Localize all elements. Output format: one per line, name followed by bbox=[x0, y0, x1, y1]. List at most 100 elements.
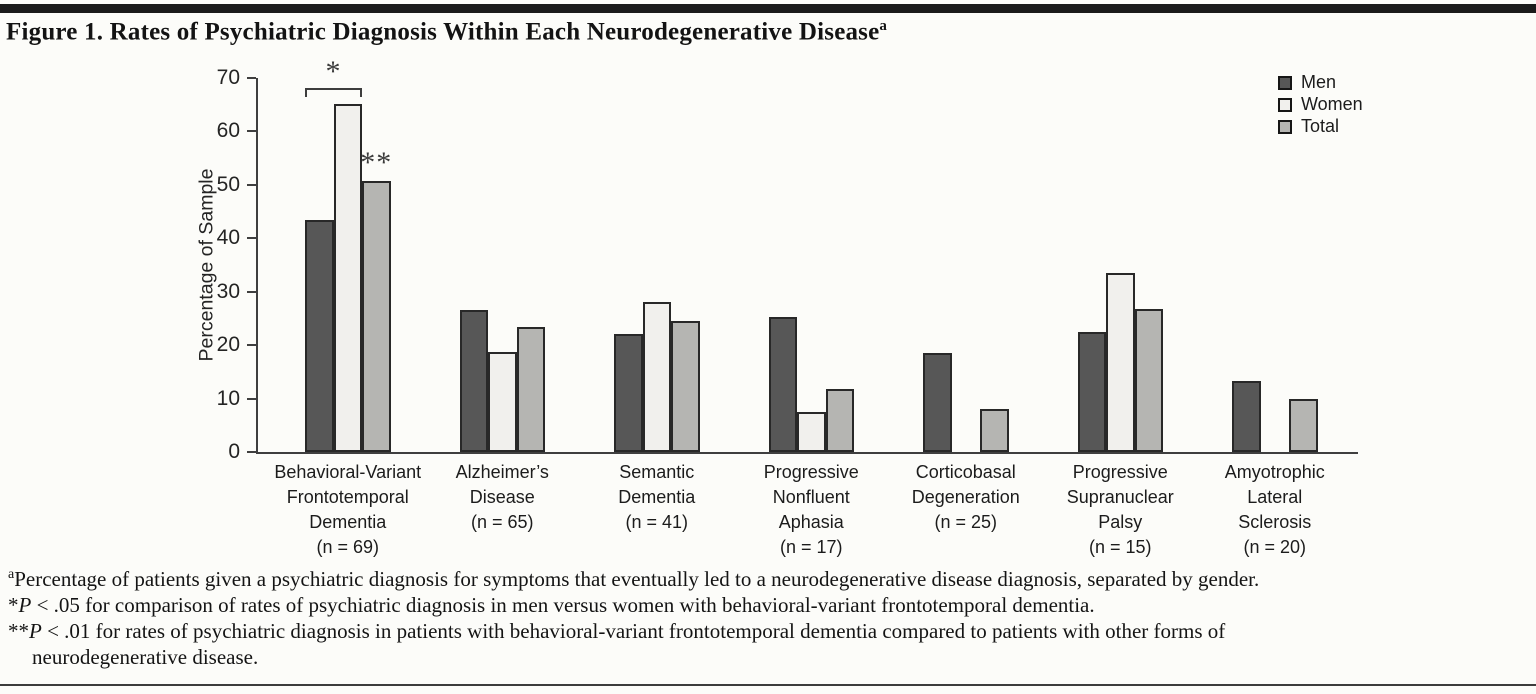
bar-total-group5 bbox=[1134, 309, 1163, 452]
y-axis-tick bbox=[247, 183, 256, 186]
double-significance-star: ** bbox=[360, 146, 393, 180]
bar-total-group6 bbox=[1289, 399, 1318, 452]
y-axis-line bbox=[256, 78, 258, 452]
legend-label: Total bbox=[1301, 116, 1340, 136]
legend-item-total: Total bbox=[1278, 116, 1363, 136]
bar-women-group5 bbox=[1106, 273, 1135, 452]
x-category-label-line: Sclerosis bbox=[1238, 512, 1312, 532]
x-category-label-line: Lateral bbox=[1247, 487, 1303, 507]
y-axis-tick-label: 60 bbox=[216, 119, 240, 143]
x-category-label-line: Dementia bbox=[309, 512, 387, 532]
y-axis-tick-label: 70 bbox=[216, 66, 240, 89]
x-category-label-line: (n = 15) bbox=[1088, 537, 1152, 557]
footnote-line: *P < .05 for comparison of rates of psyc… bbox=[8, 592, 1532, 618]
x-category-label-line: Corticobasal bbox=[915, 462, 1016, 482]
legend-item-women: Women bbox=[1278, 94, 1363, 114]
bar-men-group0 bbox=[305, 219, 334, 452]
footnote-marker: a bbox=[8, 567, 15, 582]
y-axis-tick bbox=[247, 290, 256, 293]
y-axis-tick bbox=[247, 451, 256, 453]
figure-title: Figure 1. Rates of Psychiatric Diagnosis… bbox=[6, 18, 1506, 46]
x-category-label-line: Alzheimer’s bbox=[455, 462, 549, 482]
bar-men-group4 bbox=[923, 353, 952, 452]
x-axis-line bbox=[256, 452, 1358, 454]
x-category-label-line: Dementia bbox=[618, 487, 696, 507]
footnote-text: neurodegenerative disease. bbox=[32, 645, 259, 669]
y-axis-tick bbox=[247, 344, 256, 347]
y-axis-tick-label: 0 bbox=[228, 440, 240, 463]
bar-men-group2 bbox=[614, 334, 643, 452]
bar-men-group6 bbox=[1232, 380, 1261, 452]
legend-swatch-icon bbox=[1278, 75, 1292, 90]
y-axis-tick-label: 30 bbox=[216, 279, 240, 303]
bar-total-group3 bbox=[825, 388, 854, 452]
x-category-label-line: Progressive bbox=[1072, 462, 1168, 482]
footnote-text: * bbox=[8, 593, 19, 617]
x-category-label-line: Semantic bbox=[619, 462, 695, 482]
y-axis-tick bbox=[247, 130, 256, 133]
bar-total-group2 bbox=[671, 320, 700, 452]
chart-legend: Men Women Total bbox=[1278, 72, 1363, 136]
legend-swatch-icon bbox=[1278, 119, 1292, 134]
x-category-label-line: (n = 41) bbox=[625, 512, 689, 532]
x-category-label-line: Disease bbox=[469, 487, 535, 507]
top-rule bbox=[0, 4, 1536, 13]
bar-women-group1 bbox=[488, 351, 517, 452]
legend-label: Women bbox=[1301, 94, 1363, 114]
bar-total-group4 bbox=[980, 409, 1009, 452]
bar-total-group0 bbox=[362, 181, 391, 452]
legend-item-men: Men bbox=[1278, 72, 1363, 92]
figure-footnotes: aPercentage of patients given a psychiat… bbox=[8, 566, 1532, 670]
significance-bracket bbox=[305, 87, 362, 97]
bar-men-group5 bbox=[1077, 331, 1106, 452]
bar-total-group1 bbox=[516, 326, 545, 452]
y-axis-tick-label: 50 bbox=[216, 172, 240, 196]
y-axis-tick bbox=[247, 237, 256, 240]
footnote-text: P bbox=[18, 593, 32, 617]
x-category-label-line: Degeneration bbox=[911, 487, 1020, 507]
figure-title-text: Figure 1. Rates of Psychiatric Diagnosis… bbox=[6, 18, 880, 46]
footnote-line: **P < .01 for rates of psychiatric diagn… bbox=[8, 618, 1532, 644]
footnote-text: ** bbox=[8, 619, 29, 643]
x-category-label-line: Supranuclear bbox=[1066, 487, 1174, 507]
y-axis-tick bbox=[247, 397, 256, 400]
bar-women-group2 bbox=[642, 302, 671, 452]
x-category-label: Amyotrophic Lateral Sclerosis (n = 20) bbox=[1183, 460, 1367, 560]
x-category-label-line: (n = 65) bbox=[470, 512, 534, 532]
bottom-rule bbox=[0, 684, 1536, 686]
x-category-label-line: Aphasia bbox=[778, 512, 844, 532]
significance-star: * bbox=[325, 54, 342, 88]
x-category-label-line: (n = 25) bbox=[934, 512, 998, 532]
figure-title-superscript: a bbox=[879, 18, 888, 34]
footnote-text: < .05 for comparison of rates of psychia… bbox=[31, 593, 1095, 617]
y-axis-tick bbox=[247, 77, 256, 79]
footnote-line: aPercentage of patients given a psychiat… bbox=[8, 566, 1532, 592]
x-category-label: Semantic Dementia (n = 41) bbox=[565, 460, 749, 535]
x-category-label: Corticobasal Degeneration (n = 25) bbox=[874, 460, 1058, 535]
footnote-text: Percentage of patients given a psychiatr… bbox=[14, 567, 1260, 591]
legend-label: Men bbox=[1301, 72, 1337, 92]
y-axis-tick-label: 40 bbox=[216, 226, 240, 250]
footnote-line: neurodegenerative disease. bbox=[8, 644, 1532, 670]
x-category-label-line: Nonfluent bbox=[772, 487, 850, 507]
x-category-label-line: Palsy bbox=[1098, 512, 1143, 532]
x-category-label-line: Progressive bbox=[763, 462, 859, 482]
y-axis-tick-label: 20 bbox=[216, 333, 240, 357]
x-category-label: Progressive Nonfluent Aphasia (n = 17) bbox=[719, 460, 903, 560]
bar-women-group0 bbox=[333, 103, 362, 452]
footnote-text: < .01 for rates of psychiatric diagnosis… bbox=[41, 619, 1226, 643]
bar-chart: Percentage of Sample Men Women Total 0 10 20… bbox=[196, 54, 1367, 560]
x-category-label-line: Behavioral-Variant bbox=[274, 462, 422, 482]
x-category-label: Alzheimer’s Disease (n = 65) bbox=[410, 460, 594, 535]
bar-men-group1 bbox=[459, 310, 488, 452]
x-category-label-line: (n = 69) bbox=[316, 537, 380, 557]
y-axis-tick-label: 10 bbox=[216, 386, 240, 410]
x-category-label-line: (n = 20) bbox=[1243, 537, 1307, 557]
x-category-label: Behavioral-Variant Frontotemporal Dementia… bbox=[256, 460, 440, 560]
x-category-label-line: (n = 17) bbox=[779, 537, 843, 557]
x-category-label-line: Frontotemporal bbox=[286, 487, 409, 507]
footnote-text: P bbox=[29, 619, 42, 643]
x-category-label: Progressive Supranuclear Palsy (n = 15) bbox=[1028, 460, 1212, 560]
legend-swatch-icon bbox=[1278, 97, 1292, 112]
